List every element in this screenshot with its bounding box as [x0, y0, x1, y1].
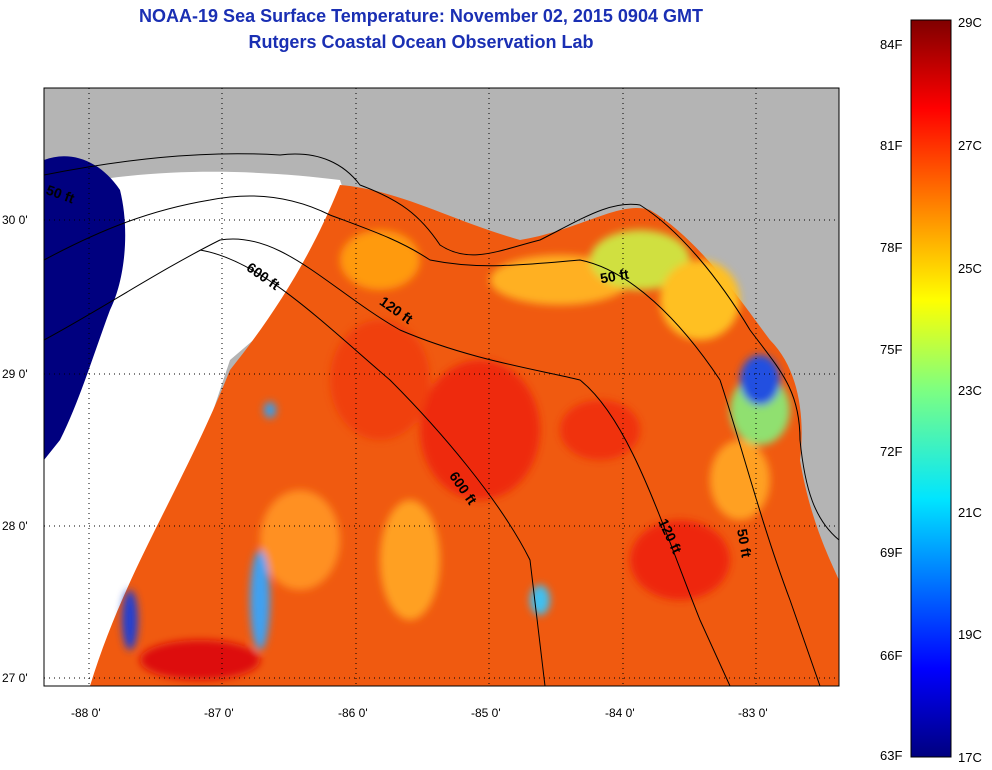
cb-label-19c: 19C [958, 627, 982, 642]
lon-label-83: -83 0' [738, 706, 768, 720]
lon-label-86: -86 0' [338, 706, 368, 720]
cold-water [44, 156, 126, 460]
map-subtitle: Rutgers Coastal Ocean Observation Lab [248, 32, 594, 52]
cb-label-78f: 78F [880, 240, 903, 255]
contour-120ft [44, 238, 731, 686]
cb-label-69f: 69F [880, 545, 903, 560]
cb-label-29c: 29C [958, 15, 982, 30]
lon-label-87: -87 0' [204, 706, 234, 720]
cb-label-23c: 23C [958, 383, 982, 398]
lat-label-29: 29 0' [2, 367, 28, 381]
cb-label-81f: 81F [880, 138, 903, 153]
cb-label-72f: 72F [880, 444, 903, 459]
cb-label-21c: 21C [958, 505, 982, 520]
lat-label-27: 27 0' [2, 671, 28, 685]
lat-label-28: 28 0' [2, 519, 28, 533]
cb-label-84f: 84F [880, 37, 903, 52]
map-frame [43, 87, 840, 687]
coastline [44, 153, 839, 541]
lon-label-85: -85 0' [471, 706, 501, 720]
lon-label-84: -84 0' [605, 706, 635, 720]
contour-600ft [199, 249, 546, 686]
contour-50ft [44, 195, 821, 686]
cb-label-75f: 75F [880, 342, 903, 357]
colorbar [910, 19, 952, 758]
cb-label-17c: 17C [958, 750, 982, 765]
lat-label-30: 30 0' [2, 213, 28, 227]
cb-label-63f: 63F [880, 748, 903, 763]
cb-label-25c: 25C [958, 261, 982, 276]
sst-patches [122, 230, 790, 680]
cb-label-27c: 27C [958, 138, 982, 153]
cb-label-66f: 66F [880, 648, 903, 663]
map-title: NOAA-19 Sea Surface Temperature: Novembe… [139, 6, 703, 26]
lon-label-88: -88 0' [71, 706, 101, 720]
